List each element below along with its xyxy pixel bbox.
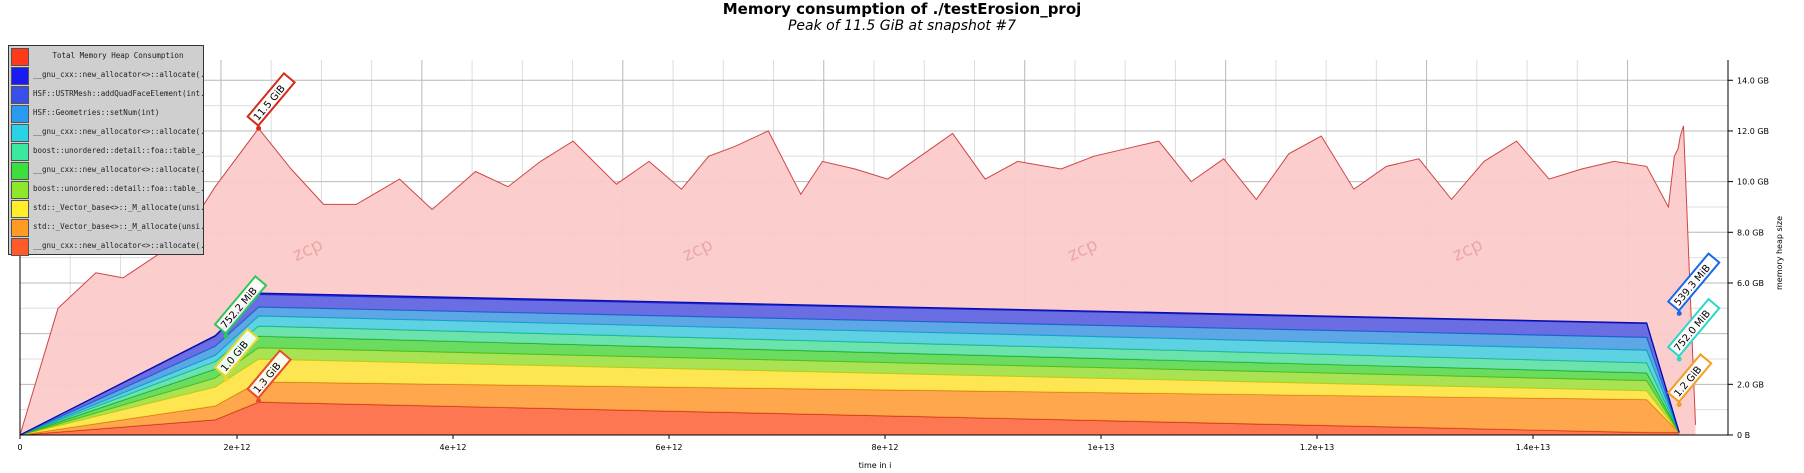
legend-item: __gnu_cxx::new_allocator<>::allocate(... — [9, 124, 205, 143]
legend-item: Total Memory Heap Consumption — [9, 48, 205, 67]
annotation-point — [1676, 356, 1682, 362]
x-tick-label: 1.2e+13 — [1300, 443, 1335, 452]
y-tick-label: 8.0 GB — [1737, 228, 1764, 237]
annotation-point — [256, 398, 262, 404]
legend-swatch — [11, 124, 29, 142]
annotation-box — [213, 327, 260, 378]
y-tick-label: 12.0 GB — [1737, 127, 1769, 136]
x-tick-label: 4e+12 — [440, 443, 467, 452]
x-tick-label: 2e+12 — [224, 443, 251, 452]
annotation-point — [1676, 402, 1682, 408]
chart-title: Memory consumption of ./testErosion_proj — [722, 0, 1082, 18]
legend-label: __gnu_cxx::new_allocator<>::allocate(... — [33, 127, 203, 136]
legend-swatch — [11, 86, 29, 104]
legend-swatch — [11, 162, 29, 180]
legend-label: boost::unordered::detail::foa::table_... — [33, 184, 203, 193]
annotation-box — [246, 349, 292, 400]
y-tick-label: 0 B — [1737, 431, 1750, 440]
annotation-point — [1676, 310, 1682, 316]
legend-label: __gnu_cxx::new_allocator<>::allocate(... — [33, 165, 203, 174]
annotation-point — [223, 333, 229, 339]
legend-item: __gnu_cxx::new_allocator<>::allocate(... — [9, 162, 205, 181]
annotation-box — [1666, 352, 1713, 404]
legend-item: boost::unordered::detail::foa::table_... — [9, 181, 205, 200]
x-tick-label: 0 — [17, 443, 22, 452]
legend-label: std::_Vector_base<>::_M_allocate(unsi... — [33, 222, 203, 231]
legend-label: std::_Vector_base<>::_M_allocate(unsi... — [33, 203, 203, 212]
y-axis-label: memory heap size — [1775, 216, 1784, 290]
legend-swatch — [11, 105, 29, 123]
annotation-box — [1666, 252, 1721, 312]
legend-swatch — [11, 143, 29, 161]
y-tick-label: 2.0 GB — [1737, 380, 1764, 389]
legend-swatch — [11, 219, 29, 237]
x-tick-label: 1e+13 — [1088, 443, 1115, 452]
total-line — [19, 125, 1696, 436]
legend-label: __gnu_cxx::new_allocator<>::allocate(... — [33, 70, 203, 79]
annotation-point — [223, 376, 229, 382]
series-area-6 — [20, 315, 1680, 435]
x-tick-label: 1.4e+13 — [1516, 443, 1551, 452]
annotation-point — [256, 125, 262, 131]
legend-swatch — [11, 48, 29, 66]
series-area-4 — [20, 336, 1680, 435]
legend-swatch — [11, 67, 29, 85]
series-area-2 — [20, 359, 1680, 435]
legend-item: std::_Vector_base<>::_M_allocate(unsi... — [9, 200, 205, 219]
series-area-0 — [20, 402, 1680, 435]
legend-item: std::_Vector_base<>::_M_allocate(unsi... — [9, 219, 205, 238]
annotation-box — [1666, 297, 1721, 358]
series-area-7 — [20, 307, 1680, 435]
x-tick-label: 6e+12 — [656, 443, 683, 452]
annotation-box — [246, 71, 297, 127]
legend-label: HSF::USTRMesh::addQuadFaceElement(int... — [33, 89, 203, 98]
y-tick-label: 6.0 GB — [1737, 279, 1764, 288]
legend-item: HSF::USTRMesh::addQuadFaceElement(int... — [9, 86, 205, 105]
legend-label: Total Memory Heap Consumption — [52, 51, 184, 60]
legend-item: boost::unordered::detail::foa::table_... — [9, 143, 205, 162]
legend: Total Memory Heap Consumption__gnu_cxx::… — [8, 45, 205, 257]
legend-label: boost::unordered::detail::foa::table_... — [33, 146, 203, 155]
annotation-box — [213, 274, 268, 335]
legend-item: HSF::Geometries::setNum(int) — [9, 105, 205, 124]
legend-swatch — [11, 200, 29, 218]
y-tick-label: 10.0 GB — [1737, 178, 1769, 187]
series-area-3 — [20, 347, 1680, 435]
legend-swatch — [11, 181, 29, 199]
x-tick-label: 8e+12 — [872, 443, 899, 452]
legend-item: __gnu_cxx::new_allocator<>::allocate(... — [9, 238, 205, 257]
chart-subtitle: Peak of 11.5 GiB at snapshot #7 — [787, 18, 1016, 34]
legend-item: __gnu_cxx::new_allocator<>::allocate(... — [9, 67, 205, 86]
legend-label: HSF::Geometries::setNum(int) — [33, 108, 160, 117]
legend-swatch — [11, 238, 29, 256]
x-axis-label: time in i — [859, 461, 892, 470]
legend-label: __gnu_cxx::new_allocator<>::allocate(... — [33, 241, 203, 250]
y-tick-label: 14.0 GB — [1737, 76, 1769, 85]
